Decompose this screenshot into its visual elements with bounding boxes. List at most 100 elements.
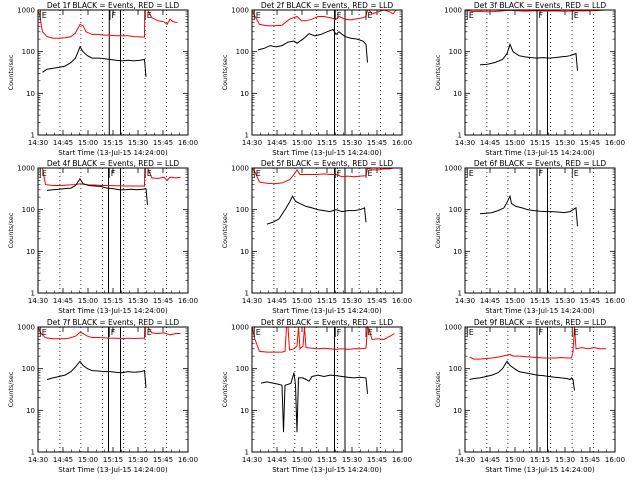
marker-label: F <box>337 169 342 178</box>
x-tick-label: 14:30 <box>28 139 48 147</box>
x-tick-label: 14:45 <box>53 456 73 464</box>
panel-title: Det 1f BLACK = Events, RED = LLD <box>47 1 180 10</box>
x-tick-label: 16:00 <box>178 456 198 464</box>
events-series-line <box>469 360 575 391</box>
x-tick-label: 15:15 <box>103 139 123 147</box>
y-tick-label: 1000 <box>231 7 249 15</box>
x-tick-label: 14:30 <box>242 456 262 464</box>
lld-series-line <box>38 167 181 187</box>
events-series-line <box>257 28 368 63</box>
x-tick-label: 16:00 <box>392 297 412 305</box>
panel-det-6: Det 6f BLACK = Events, RED = LLD Counts/s… <box>434 159 625 315</box>
x-tick-label: 16:00 <box>392 139 412 147</box>
x-tick-label: 15:45 <box>580 139 600 147</box>
marker-label: F <box>111 328 116 337</box>
events-series-line <box>479 194 578 227</box>
y-tick-label: 100 <box>449 365 462 373</box>
x-tick-label: 15:00 <box>292 456 312 464</box>
x-tick-label: 14:30 <box>28 297 48 305</box>
x-tick-label: 16:00 <box>605 456 625 464</box>
x-tick-label: 15:45 <box>153 456 173 464</box>
x-tick-label: 14:30 <box>242 139 262 147</box>
x-tick-label: 14:45 <box>267 139 287 147</box>
x-axis-label: Start Time (13-Jul-15 14:24:00) <box>58 149 168 157</box>
y-tick-label: 100 <box>22 206 35 214</box>
y-tick-label: 1000 <box>444 7 462 15</box>
x-tick-label: 16:00 <box>178 139 198 147</box>
y-tick-label: 100 <box>22 48 35 56</box>
x-tick-label: 15:30 <box>555 139 575 147</box>
y-axis-label: Counts/sec <box>221 212 229 248</box>
y-tick-label: 1 <box>458 132 462 140</box>
y-tick-label: 10 <box>453 407 462 415</box>
events-series-line <box>42 45 147 77</box>
marker-label: F <box>539 328 544 337</box>
marker-label: F <box>112 11 117 20</box>
x-tick-label: 15:45 <box>153 139 173 147</box>
y-tick-label: 10 <box>240 248 249 256</box>
y-tick-label: 1000 <box>231 324 249 332</box>
x-tick-label: 15:00 <box>78 456 98 464</box>
y-tick-label: 100 <box>236 365 249 373</box>
x-tick-label: 14:30 <box>28 456 48 464</box>
x-tick-label: 14:45 <box>267 456 287 464</box>
y-tick-label: 1 <box>245 132 249 140</box>
y-tick-label: 1000 <box>17 324 35 332</box>
y-axis-label: Counts/sec <box>434 54 442 90</box>
plot-frame <box>464 326 616 453</box>
x-tick-label: 16:00 <box>605 139 625 147</box>
marker-label: E <box>368 11 373 20</box>
x-axis-label: Start Time (13-Jul-15 14:24:00) <box>485 466 595 474</box>
x-axis-label: Start Time (13-Jul-15 14:24:00) <box>272 149 382 157</box>
y-tick-label: 1 <box>31 449 35 457</box>
panel-det-4: Det 4f BLACK = Events, RED = LLD Counts/s… <box>7 159 198 315</box>
marker-label: E <box>368 328 373 337</box>
plot-frame <box>251 167 403 294</box>
marker-label: E <box>469 11 474 20</box>
y-tick-label: 1 <box>31 132 35 140</box>
marker-label: F <box>111 169 116 178</box>
x-tick-label: 14:30 <box>455 297 475 305</box>
lld-series-line <box>464 9 608 13</box>
plot-frame <box>251 326 403 453</box>
y-axis-label: Counts/sec <box>221 54 229 90</box>
x-tick-label: 14:45 <box>480 456 500 464</box>
y-tick-label: 10 <box>240 90 249 98</box>
y-tick-label: 1 <box>31 290 35 298</box>
plot-frame <box>251 9 403 136</box>
x-tick-label: 15:30 <box>128 297 148 305</box>
panel-det-8: Det 8f BLACK = Events, RED = LLD Counts/s… <box>221 318 412 474</box>
y-axis-label: Counts/sec <box>7 371 15 407</box>
x-axis-label: Start Time (13-Jul-15 14:24:00) <box>58 307 168 315</box>
x-tick-label: 15:45 <box>153 297 173 305</box>
plot-frame <box>37 9 189 136</box>
panel-title: Det 4f BLACK = Events, RED = LLD <box>47 159 180 168</box>
x-axis-label: Start Time (13-Jul-15 14:24:00) <box>485 149 595 157</box>
x-tick-label: 15:00 <box>505 297 525 305</box>
panel-title: Det 7f BLACK = Events, RED = LLD <box>47 318 180 327</box>
events-series-line <box>479 42 578 71</box>
x-axis-label: Start Time (13-Jul-15 14:24:00) <box>485 307 595 315</box>
marker-label: E <box>469 169 474 178</box>
panel-det-3: Det 3f BLACK = Events, RED = LLD Counts/s… <box>434 1 625 157</box>
y-tick-label: 100 <box>22 365 35 373</box>
y-tick-label: 1000 <box>231 165 249 173</box>
y-tick-label: 10 <box>453 90 462 98</box>
x-tick-label: 15:45 <box>367 139 387 147</box>
x-axis-label: Start Time (13-Jul-15 14:24:00) <box>272 307 382 315</box>
x-tick-label: 14:45 <box>480 297 500 305</box>
y-tick-label: 10 <box>26 248 35 256</box>
y-tick-label: 10 <box>240 407 249 415</box>
x-tick-label: 15:15 <box>103 456 123 464</box>
y-tick-label: 1000 <box>444 165 462 173</box>
x-tick-label: 14:45 <box>267 297 287 305</box>
y-tick-label: 10 <box>453 248 462 256</box>
x-tick-label: 15:00 <box>292 139 312 147</box>
y-tick-label: 1000 <box>17 165 35 173</box>
x-tick-label: 15:15 <box>530 139 550 147</box>
x-tick-label: 15:15 <box>317 297 337 305</box>
panel-det-2: Det 2f BLACK = Events, RED = LLD Counts/s… <box>221 1 412 157</box>
x-tick-label: 15:30 <box>342 139 362 147</box>
x-tick-label: 15:30 <box>342 297 362 305</box>
